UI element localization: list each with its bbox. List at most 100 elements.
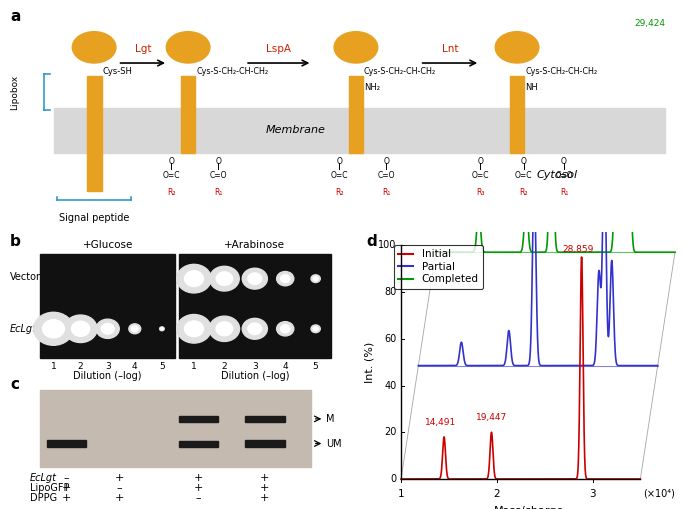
Circle shape: [177, 264, 211, 293]
Text: Dilution (–log): Dilution (–log): [73, 371, 142, 381]
Circle shape: [277, 271, 294, 286]
Text: O: O: [215, 157, 221, 166]
Bar: [245, 416, 284, 422]
Text: M: M: [326, 414, 334, 424]
Circle shape: [129, 324, 140, 334]
Text: O: O: [477, 157, 483, 166]
Circle shape: [248, 273, 262, 285]
Text: 4: 4: [282, 362, 288, 371]
Text: DPPG: DPPG: [30, 493, 57, 503]
Text: R₂: R₂: [519, 188, 528, 197]
Text: 3: 3: [589, 489, 596, 499]
Circle shape: [161, 328, 163, 330]
Circle shape: [96, 319, 119, 338]
Bar: [179, 416, 219, 422]
Bar: [181, 76, 195, 153]
Circle shape: [34, 313, 73, 345]
Text: 1: 1: [398, 489, 404, 499]
Circle shape: [177, 315, 211, 343]
Text: O=C: O=C: [471, 171, 489, 180]
Circle shape: [242, 268, 267, 289]
Text: 1: 1: [51, 362, 56, 371]
Bar: [179, 441, 219, 446]
Text: +: +: [114, 493, 124, 503]
Text: R₁: R₁: [560, 188, 569, 197]
Text: C=O: C=O: [377, 171, 395, 180]
Ellipse shape: [495, 32, 539, 63]
Text: O: O: [383, 157, 389, 166]
Circle shape: [277, 322, 294, 336]
Circle shape: [242, 318, 267, 339]
Text: +: +: [260, 493, 269, 503]
Text: Cys-S-CH₂-CH-CH₂: Cys-S-CH₂-CH-CH₂: [364, 68, 436, 76]
Circle shape: [216, 322, 233, 336]
Circle shape: [216, 272, 233, 286]
Text: Membrane: Membrane: [266, 125, 325, 135]
Text: O: O: [521, 157, 527, 166]
Text: +: +: [62, 493, 71, 503]
Text: O: O: [336, 157, 342, 166]
Text: d: d: [366, 234, 377, 249]
Circle shape: [313, 276, 319, 281]
Text: Signal peptide: Signal peptide: [59, 213, 129, 223]
Text: O=C: O=C: [515, 171, 532, 180]
Circle shape: [184, 271, 203, 287]
Text: 19,447: 19,447: [476, 413, 507, 422]
Text: +: +: [260, 483, 269, 493]
Text: +Arabinose: +Arabinose: [224, 240, 286, 250]
Text: 5: 5: [159, 362, 165, 371]
Ellipse shape: [334, 32, 377, 63]
Text: 4: 4: [132, 362, 138, 371]
Bar: [40, 253, 175, 358]
Circle shape: [210, 266, 239, 291]
Text: NH₂: NH₂: [364, 83, 380, 92]
Text: +: +: [62, 483, 71, 493]
Text: +Glucose: +Glucose: [82, 240, 133, 250]
Text: LspA: LspA: [266, 44, 291, 54]
Bar: [349, 76, 363, 153]
Text: R₁: R₁: [214, 188, 223, 197]
Text: 29,424: 29,424: [634, 19, 665, 28]
Text: O=C: O=C: [162, 171, 180, 180]
Text: R₂: R₂: [167, 188, 175, 197]
Text: C=O: C=O: [210, 171, 227, 180]
Legend: Initial, Partial, Completed: Initial, Partial, Completed: [394, 245, 483, 289]
Circle shape: [42, 320, 64, 338]
Text: Mass/charge: Mass/charge: [495, 506, 564, 509]
Text: LipoGFP: LipoGFP: [30, 483, 69, 493]
Text: Cys-S-CH₂-CH-CH₂: Cys-S-CH₂-CH-CH₂: [196, 68, 269, 76]
Bar: [54, 108, 664, 153]
Text: (×10⁴): (×10⁴): [643, 489, 675, 499]
Text: Cys-S-CH₂-CH-CH₂: Cys-S-CH₂-CH-CH₂: [525, 68, 597, 76]
Circle shape: [248, 323, 262, 334]
Text: 60: 60: [384, 334, 397, 344]
Text: b: b: [10, 234, 21, 249]
Text: 80: 80: [384, 287, 397, 297]
Ellipse shape: [73, 32, 116, 63]
Text: Lnt: Lnt: [442, 44, 458, 54]
Text: +: +: [260, 472, 269, 483]
Text: 5: 5: [313, 362, 319, 371]
Circle shape: [311, 325, 321, 333]
Text: a: a: [10, 9, 21, 24]
Text: EcLgt: EcLgt: [30, 472, 57, 483]
Bar: [87, 76, 101, 191]
Text: R₃: R₃: [476, 188, 484, 197]
Bar: [47, 440, 86, 446]
Text: 3: 3: [252, 362, 258, 371]
Circle shape: [184, 321, 203, 336]
Text: 20: 20: [384, 427, 397, 437]
Text: Cytosol: Cytosol: [537, 170, 578, 180]
Text: 28,859: 28,859: [563, 245, 594, 254]
Circle shape: [71, 321, 90, 336]
Text: R₂: R₂: [335, 188, 343, 197]
Text: O: O: [169, 157, 174, 166]
Text: 0: 0: [390, 474, 397, 484]
Text: 14,491: 14,491: [425, 418, 456, 427]
Bar: [179, 253, 331, 358]
Text: NH: NH: [525, 83, 538, 92]
Text: +: +: [194, 483, 203, 493]
Text: –: –: [116, 483, 122, 493]
Text: Int. (%): Int. (%): [364, 342, 375, 383]
Circle shape: [280, 275, 290, 282]
